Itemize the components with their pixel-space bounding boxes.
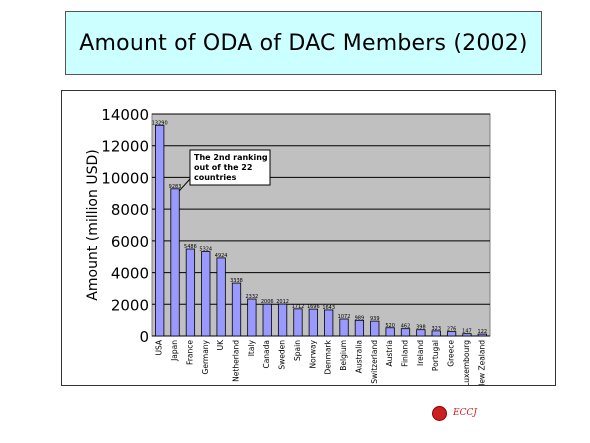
bar-Spain — [293, 308, 303, 337]
x-tick-label-Belgium: Belgium — [339, 340, 348, 371]
x-tick-label-Canada: Canada — [262, 340, 271, 369]
y-tick-label-10000: 10000 — [101, 169, 149, 187]
data-label-Belgium: 1072 — [338, 314, 351, 320]
x-tick-label-Italy: Italy — [247, 339, 256, 356]
eccj-logo: ECCJ — [432, 403, 532, 423]
x-tick-label-Switzerland: Switzerland — [370, 340, 379, 384]
chart-frame: 0 2000 4000 6000 8000 10000 12000 14000 Amount (… — [61, 90, 556, 386]
bar-Norway — [308, 308, 318, 337]
bar-Australia — [354, 319, 365, 337]
x-tick-label-Japan: Japan — [170, 340, 179, 362]
y-tick-label-14000: 14000 — [101, 106, 149, 124]
bar-Switzerland — [370, 320, 380, 337]
x-tick-label-Portugal: Portugal — [431, 340, 440, 371]
bar-Canada — [262, 303, 272, 337]
y-tick-label-12000: 12000 — [101, 138, 149, 156]
bar-Finland — [400, 328, 411, 337]
bar-Belgium — [339, 318, 349, 337]
data-label-Australia: 989 — [355, 315, 365, 321]
y-tick-label-4000: 4000 — [111, 265, 149, 283]
bar-Portugal — [431, 330, 441, 337]
bar-Denmark — [324, 309, 334, 337]
annotation-box — [189, 149, 271, 186]
data-label-Canada: 2006 — [261, 299, 274, 305]
x-tick-label-Luxembourg: Luxembourg — [462, 340, 471, 385]
bar-Greece — [446, 331, 457, 337]
data-label-Switzerland: 939 — [370, 316, 380, 322]
data-label-Italy: 2332 — [245, 294, 258, 300]
y-tick-label-0: 0 — [139, 328, 149, 346]
x-tick-label-France: France — [185, 340, 194, 365]
data-label-Sweden: 2012 — [276, 299, 289, 305]
bar-Netherland — [231, 282, 242, 337]
bar-Italy — [247, 298, 257, 337]
bar-Germany — [201, 251, 211, 337]
bar-Japan — [170, 188, 180, 337]
bar-France — [185, 248, 196, 337]
x-tick-label-Sweden: Sweden — [278, 340, 287, 370]
y-axis-label: Amount (million USD) — [85, 149, 101, 300]
bar-UK — [216, 257, 226, 337]
data-label-Finland: 462 — [401, 324, 411, 330]
data-label-Portugal: 323 — [431, 326, 441, 332]
x-tick-label-Germany: Germany — [201, 339, 210, 374]
x-tick-label-Ireland: Ireland — [416, 340, 425, 366]
bar-New Zealand — [477, 333, 487, 337]
bar-Sweden — [277, 303, 288, 337]
data-label-UK: 4924 — [215, 253, 228, 259]
annotation-leader-line — [178, 178, 191, 192]
data-label-Germany: 5324 — [199, 247, 212, 253]
data-label-Ireland: 398 — [416, 325, 426, 331]
page-title: Amount of ODA of DAC Members (2002) — [79, 30, 528, 56]
data-label-Netherland: 3338 — [230, 278, 243, 284]
oda-bar-chart: 0 2000 4000 6000 8000 10000 12000 14000 Amount (… — [85, 106, 491, 385]
annotation-line-2: out of the 22 — [194, 163, 252, 172]
bar-USA — [155, 124, 165, 337]
x-tick-label-Greece: Greece — [447, 340, 456, 367]
data-label-Greece: 276 — [447, 327, 457, 333]
data-label-Japan: 9283 — [169, 184, 182, 190]
x-tick-label-USA: USA — [155, 339, 164, 355]
data-label-Austria: 520 — [385, 323, 395, 329]
bar-Ireland — [416, 329, 426, 337]
data-label-New Zealand: 122 — [478, 329, 488, 335]
y-tick-label-8000: 8000 — [111, 201, 149, 219]
data-label-Denmark: 1643 — [322, 305, 335, 311]
x-tick-label-Austria: Austria — [385, 340, 394, 367]
x-tick-label-Finland: Finland — [401, 340, 410, 367]
x-tick-label-New Zealand: New Zealand — [477, 340, 486, 385]
x-tick-label-UK: UK — [216, 339, 225, 350]
bar-Austria — [385, 327, 395, 337]
title-banner: Amount of ODA of DAC Members (2002) — [65, 11, 542, 75]
x-tick-label-Denmark: Denmark — [324, 339, 333, 374]
eccj-logo-text: ECCJ — [453, 408, 477, 418]
data-label-Luxembourg: 147 — [462, 329, 472, 335]
data-label-Norway: 1696 — [307, 304, 320, 310]
eccj-logo-mark-icon — [432, 405, 447, 421]
annotation-line-1: The 2nd ranking — [194, 153, 268, 162]
x-tick-label-Netherland: Netherland — [232, 340, 241, 382]
data-label-France: 5486 — [184, 244, 197, 250]
x-tick-label-Spain: Spain — [293, 340, 302, 361]
annotation-line-3: countries — [194, 173, 237, 182]
data-label-USA: 13290 — [152, 120, 168, 126]
data-label-Spain: 1712 — [292, 304, 305, 310]
y-tick-label-2000: 2000 — [111, 296, 149, 314]
y-tick-label-6000: 6000 — [111, 233, 149, 251]
x-tick-label-Norway: Norway — [308, 339, 317, 368]
x-tick-label-Australia: Australia — [354, 340, 363, 373]
bar-Luxembourg — [462, 333, 472, 337]
